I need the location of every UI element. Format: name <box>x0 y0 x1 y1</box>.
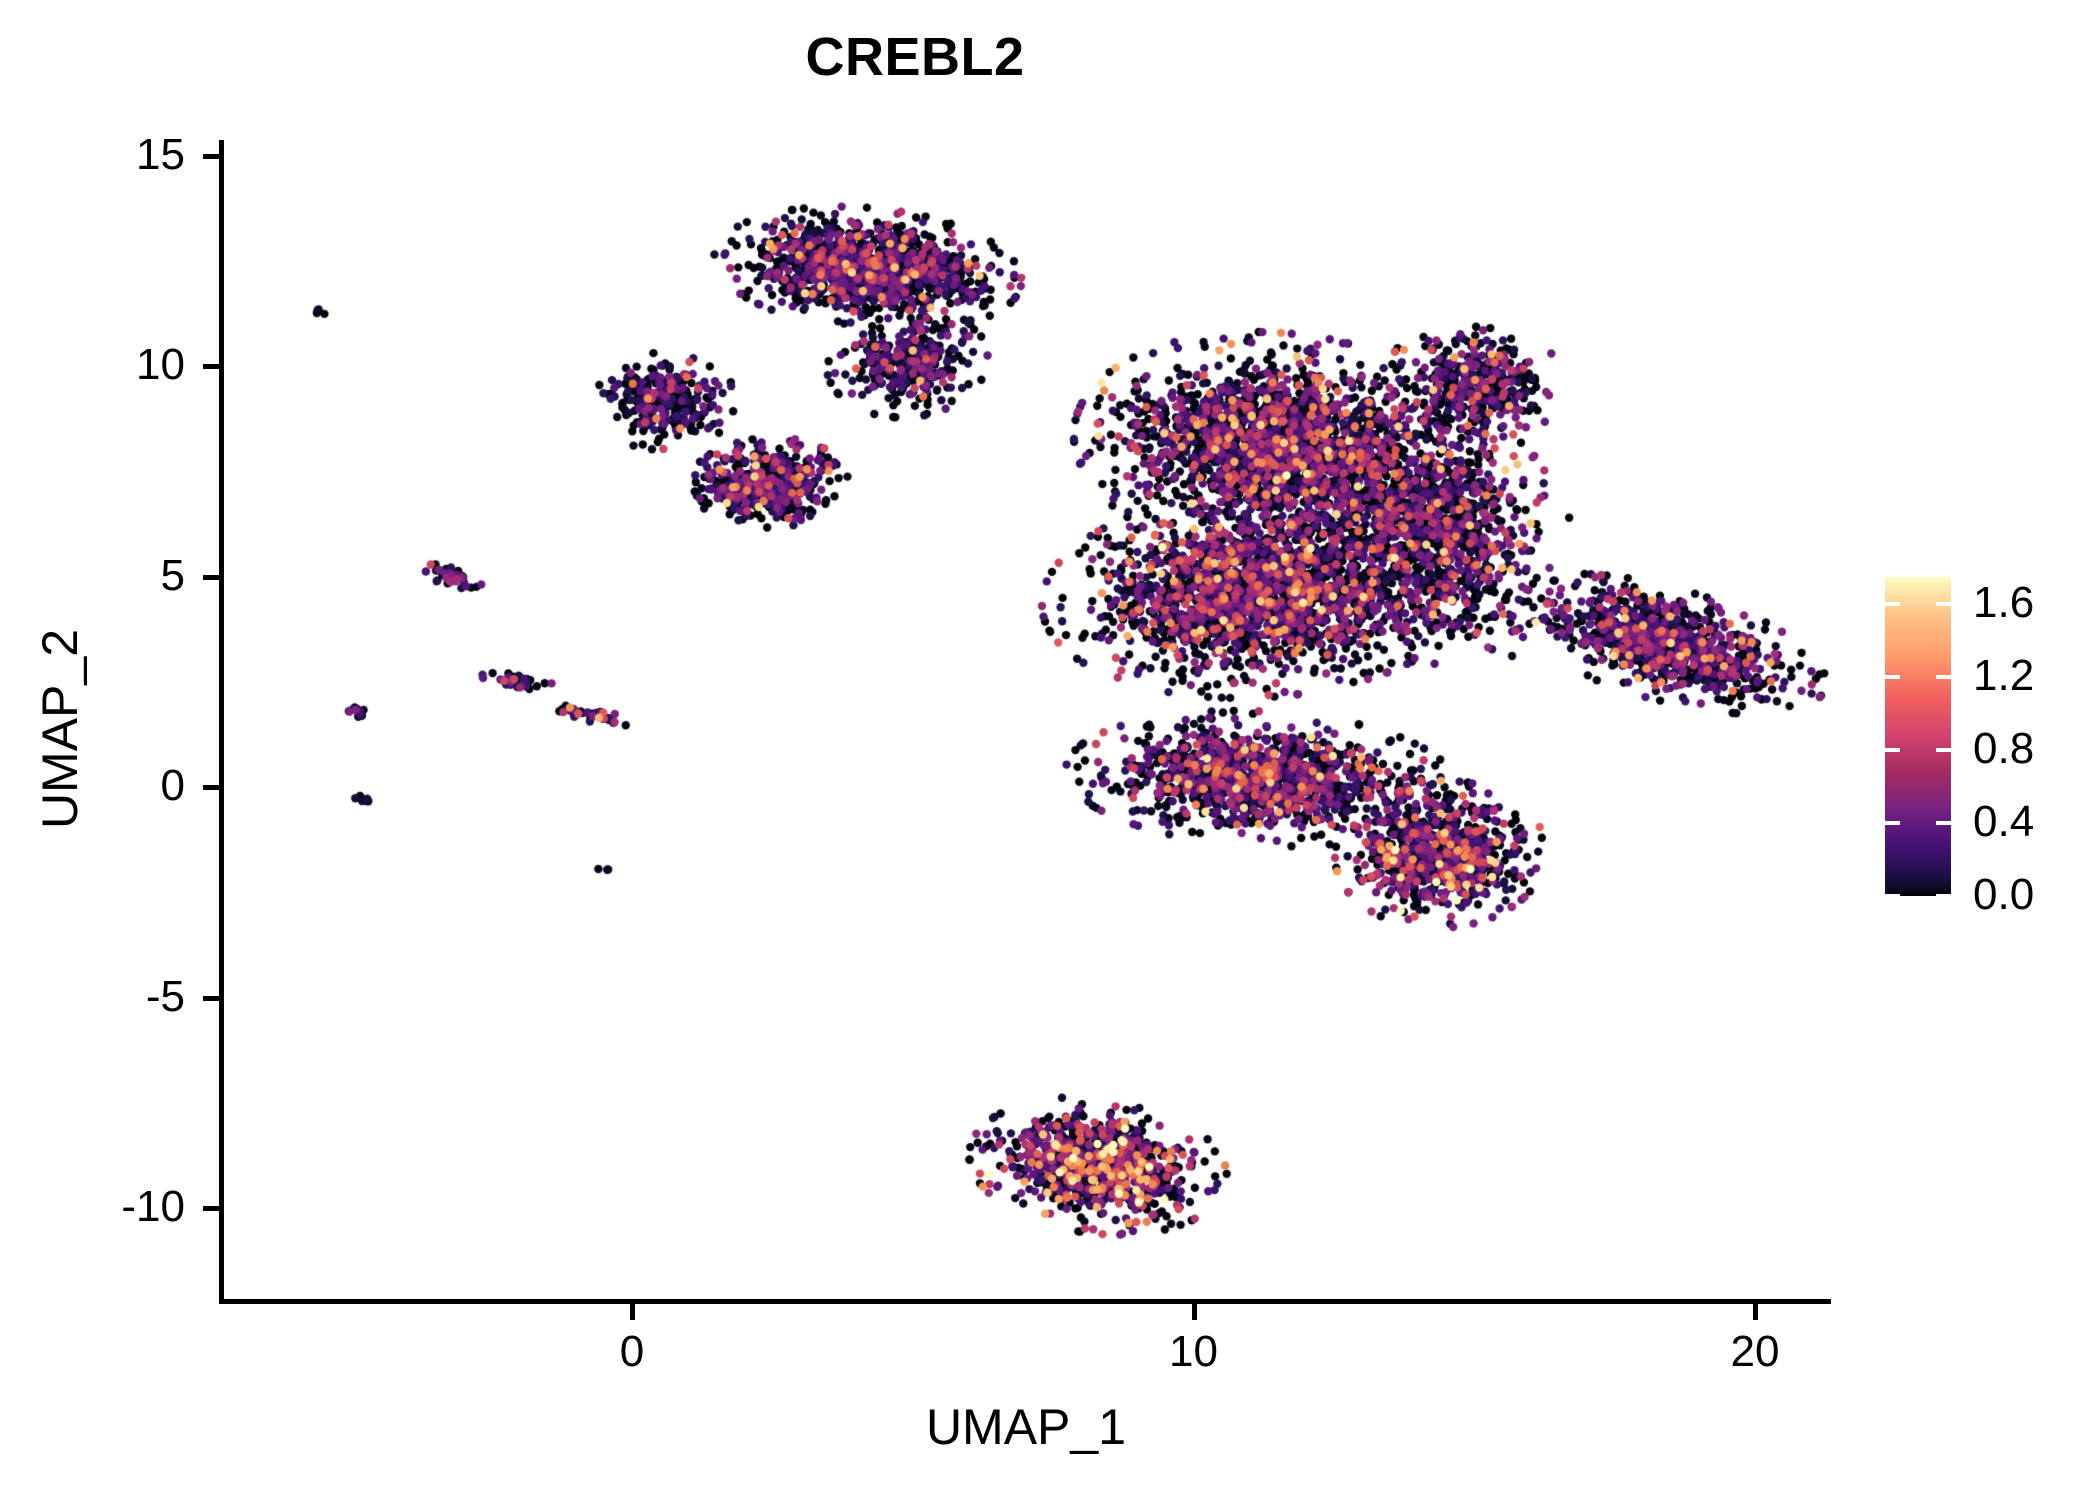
x-tick-mark <box>1191 1304 1197 1320</box>
y-tick-label: 15 <box>136 129 185 179</box>
colorbar-tick-mark <box>1885 675 1900 680</box>
y-tick-label: 10 <box>136 340 185 389</box>
y-tick-label: 5 <box>160 550 185 600</box>
colorbar-tick-mark <box>1885 602 1900 607</box>
x-tick-label: 20 <box>1730 1327 1780 1376</box>
colorbar-tick-label: 0.4 <box>1973 797 2035 847</box>
colorbar-tick-label: 1.6 <box>1973 578 2035 628</box>
colorbar-tick-mark <box>1936 748 1951 753</box>
y-tick-mark <box>203 574 219 580</box>
y-tick-label: -10 <box>121 1182 185 1231</box>
colorbar-tick-mark <box>1936 602 1951 607</box>
colorbar-gradient <box>1885 577 1951 896</box>
scatter-points-layer <box>222 142 1830 1302</box>
colorbar-legend: 1.6 1.2 0.8 0.4 0.0 <box>1885 577 2085 917</box>
y-axis-line <box>219 140 224 1304</box>
colorbar-tick-mark <box>1936 821 1951 826</box>
x-tick-mark <box>1753 1304 1758 1320</box>
y-tick-mark <box>203 785 219 790</box>
y-tick-label: 0 <box>160 761 185 810</box>
colorbar-tick-label: 1.2 <box>1973 651 2035 701</box>
colorbar-tick-mark <box>1936 894 1951 898</box>
colorbar-tick-label: 0.8 <box>1973 724 2035 774</box>
colorbar-tick-mark <box>1885 821 1900 826</box>
x-tick-label: 0 <box>619 1327 645 1376</box>
colorbar-tick-mark <box>1885 894 1900 898</box>
y-tick-mark <box>203 1206 219 1211</box>
colorbar-tick-mark <box>1936 675 1951 680</box>
x-axis-title: UMAP_1 <box>925 1399 1127 1455</box>
x-tick-mark <box>630 1304 635 1320</box>
y-tick-mark <box>203 153 219 159</box>
colorbar-tick-label: 0.0 <box>1973 870 2035 919</box>
colorbar-tick-mark <box>1885 748 1900 753</box>
y-tick-mark <box>203 364 219 369</box>
x-tick-label: 10 <box>1169 1327 1218 1376</box>
y-axis-title: UMAP_2 <box>32 628 88 830</box>
plot-panel <box>222 142 1830 1302</box>
y-tick-mark <box>203 995 219 1001</box>
y-tick-label: -5 <box>145 971 185 1021</box>
x-axis-line <box>219 1299 1831 1304</box>
page-title: CREBL2 <box>805 27 1025 87</box>
